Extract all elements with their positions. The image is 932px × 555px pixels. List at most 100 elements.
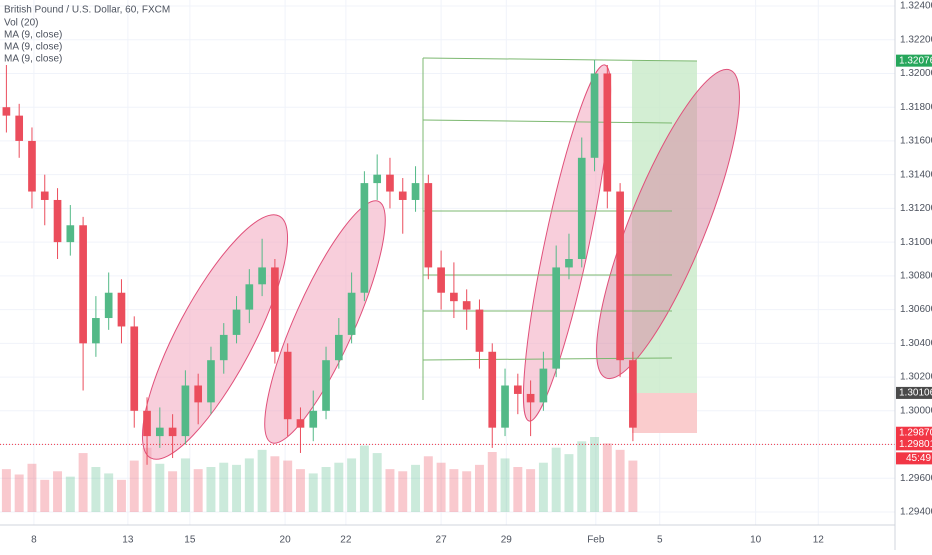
volume-bar bbox=[398, 471, 408, 512]
candle-body bbox=[309, 410, 318, 428]
y-tick-label: 1.30600 bbox=[900, 304, 932, 315]
x-tick-label: 5 bbox=[657, 535, 663, 546]
price-label: 1.32076 bbox=[899, 55, 932, 66]
candle-body bbox=[2, 107, 11, 116]
volume-bar bbox=[449, 469, 459, 512]
y-tick-label: 1.30800 bbox=[900, 271, 932, 282]
y-tick-label: 1.31200 bbox=[900, 203, 932, 214]
volume-bar bbox=[206, 467, 216, 512]
volume-bar bbox=[155, 463, 165, 512]
volume-bar bbox=[53, 471, 63, 512]
countdown-box bbox=[896, 452, 932, 465]
candle-body bbox=[501, 385, 509, 428]
x-tick-label: Feb bbox=[587, 535, 605, 546]
volume-bar bbox=[219, 462, 229, 512]
y-tick-label: 1.32200 bbox=[900, 34, 932, 45]
candle-body bbox=[168, 427, 177, 437]
volume-bar bbox=[436, 462, 446, 512]
y-tick-label: 1.31800 bbox=[900, 102, 932, 113]
fib-line bbox=[422, 357, 673, 361]
candle-body bbox=[616, 191, 624, 361]
volume-bar bbox=[628, 460, 638, 512]
volume-bar bbox=[590, 437, 600, 512]
fib-line bbox=[422, 57, 698, 62]
candle-body bbox=[53, 199, 62, 243]
volume-bar bbox=[372, 453, 382, 512]
candle-body bbox=[437, 267, 445, 293]
candle-body bbox=[603, 73, 612, 192]
y-tick-label: 1.30200 bbox=[900, 372, 932, 383]
candle-body bbox=[577, 157, 586, 259]
volume-bar bbox=[385, 469, 395, 512]
y-tick-label: 1.32400 bbox=[900, 1, 932, 12]
y-tick-label: 1.29400 bbox=[900, 507, 932, 518]
candle-body bbox=[475, 309, 484, 352]
volume-bar bbox=[14, 474, 24, 512]
fib-line bbox=[422, 119, 673, 124]
candle-body bbox=[360, 183, 369, 293]
volume-bar bbox=[142, 447, 152, 512]
volume-bar bbox=[257, 449, 267, 512]
candle-body bbox=[450, 292, 458, 302]
x-tick-label: 27 bbox=[436, 535, 448, 546]
volume-bar bbox=[500, 458, 510, 512]
volume-bar bbox=[615, 449, 625, 512]
loss-zone bbox=[632, 393, 697, 433]
candle-body bbox=[232, 309, 241, 335]
volume-bar bbox=[116, 479, 126, 512]
volume-bar bbox=[232, 464, 242, 512]
candle-body bbox=[565, 259, 573, 268]
candle-body bbox=[296, 419, 305, 428]
ellipse bbox=[596, 68, 740, 380]
candle-body bbox=[181, 385, 190, 437]
candle-body bbox=[552, 267, 561, 369]
volume-bar bbox=[347, 458, 357, 512]
volume-bar bbox=[295, 469, 305, 512]
legend-title: British Pound / U.S. Dollar, 60, FXCM bbox=[4, 5, 170, 16]
candle-body bbox=[92, 318, 100, 344]
y-tick-label: 1.31600 bbox=[900, 136, 932, 147]
volume-bar bbox=[564, 454, 574, 512]
candle-body bbox=[629, 360, 637, 428]
x-tick-label: 12 bbox=[813, 535, 825, 546]
candle-body bbox=[117, 292, 126, 327]
y-tick-label: 1.30000 bbox=[900, 405, 932, 416]
candle-body bbox=[398, 191, 407, 200]
candle-body bbox=[207, 360, 215, 403]
volume-bar bbox=[78, 453, 88, 512]
volume-bar bbox=[474, 464, 484, 512]
volume-bar bbox=[359, 445, 369, 512]
legend-item: MA (9, close) bbox=[4, 42, 62, 53]
price-label-box bbox=[896, 426, 932, 439]
volume-bar bbox=[193, 469, 203, 512]
volume-bar bbox=[513, 467, 523, 512]
candle-body bbox=[424, 183, 433, 268]
price-label-box bbox=[896, 54, 932, 67]
legend-item: MA (9, close) bbox=[4, 30, 62, 41]
volume-bar bbox=[168, 471, 178, 512]
volume-bar bbox=[40, 479, 50, 512]
candle-body bbox=[28, 140, 36, 192]
price-label: 1.29801 bbox=[899, 439, 932, 450]
volume-bar bbox=[65, 476, 75, 512]
x-tick-label: 13 bbox=[122, 535, 134, 546]
candle-body bbox=[219, 334, 228, 361]
legend-item: Vol (20) bbox=[4, 18, 38, 29]
volume-bar bbox=[321, 467, 331, 512]
y-tick-label: 1.31400 bbox=[900, 169, 932, 180]
candle-body bbox=[322, 360, 330, 411]
candle-body bbox=[271, 267, 279, 352]
volume-bar bbox=[308, 473, 318, 512]
candle-body bbox=[194, 385, 203, 403]
countdown: 45:49 bbox=[906, 453, 931, 464]
x-tick-label: 8 bbox=[31, 535, 37, 546]
candle-body bbox=[347, 292, 356, 335]
candle-body bbox=[155, 427, 164, 437]
drawings bbox=[141, 57, 740, 460]
candle-body bbox=[130, 326, 139, 411]
candle-body bbox=[513, 385, 522, 394]
candle-body bbox=[411, 183, 420, 200]
volume-bar bbox=[538, 462, 548, 512]
volume-bar bbox=[577, 441, 587, 512]
